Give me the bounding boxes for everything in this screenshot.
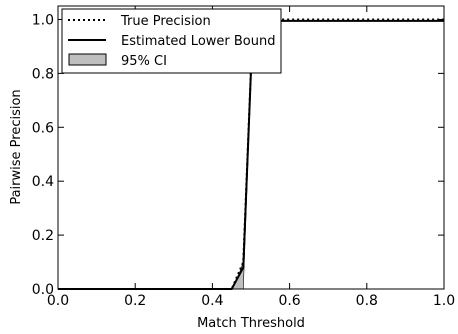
x-tick-label: 0.8 bbox=[356, 293, 378, 309]
axes-frame bbox=[57, 5, 445, 290]
y-tick-label: 0.0 bbox=[32, 282, 54, 298]
legend-estimated-lower-bound-label: Estimated Lower Bound bbox=[121, 34, 275, 49]
y-tick-label: 0.8 bbox=[32, 66, 54, 82]
y-axis-label: Pairwise Precision bbox=[9, 89, 24, 204]
x-tick-label: 0.6 bbox=[278, 293, 300, 309]
legend-ci-swatch bbox=[68, 53, 107, 66]
legend-ci-label: 95% CI bbox=[121, 54, 167, 69]
legend-true-precision-label: True Precision bbox=[120, 14, 211, 29]
y-tick-label: 0.2 bbox=[32, 228, 54, 244]
y-tick-label: 0.6 bbox=[32, 120, 54, 136]
x-tick-label: 0.2 bbox=[124, 293, 146, 309]
y-tick-label: 0.4 bbox=[32, 174, 54, 190]
x-tick-label: 0.0 bbox=[47, 293, 69, 309]
x-axis-label: Match Threshold bbox=[197, 316, 305, 331]
x-tick-label: 0.4 bbox=[201, 293, 223, 309]
x-tick-label: 1.0 bbox=[433, 293, 455, 309]
axis-ticks: 0.0 0.2 0.4 0.6 0.8 1.0 0.0 0.2 0.4 0.6 0.8 1.0 bbox=[32, 6, 455, 309]
legend: True Precision Estimated Lower Bound 95%… bbox=[61, 8, 282, 74]
y-tick-label: 1.0 bbox=[32, 12, 54, 28]
